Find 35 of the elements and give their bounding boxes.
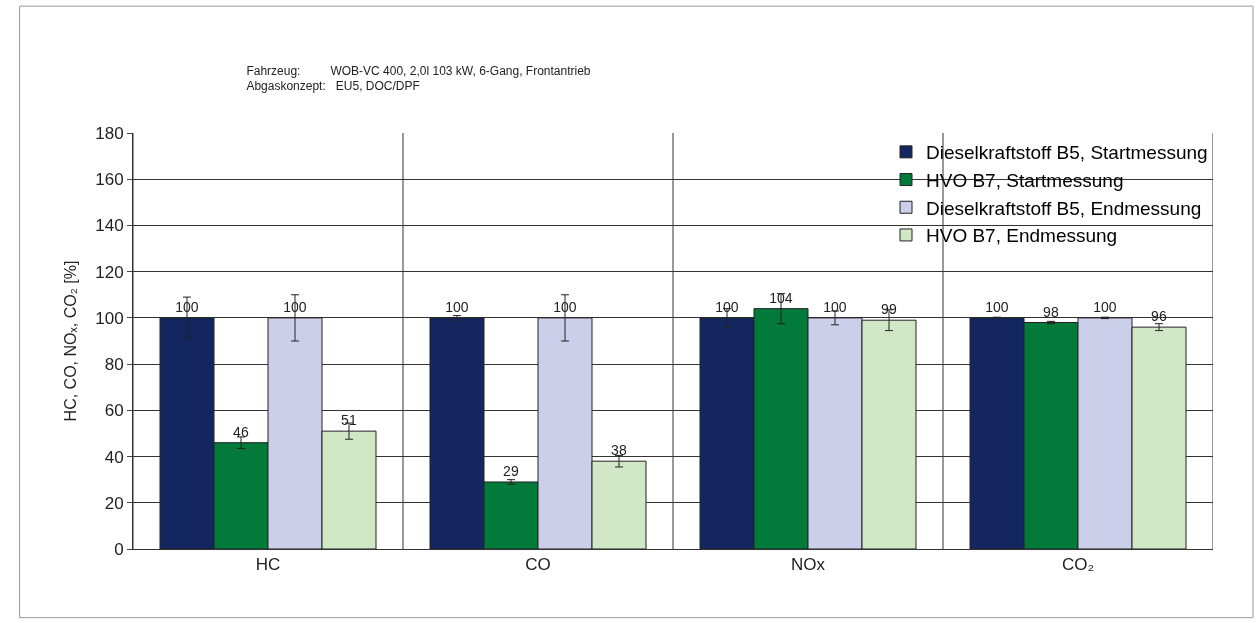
data-label: 100 [985, 298, 1009, 315]
data-label: 100 [175, 298, 199, 315]
data-label: 104 [769, 289, 793, 306]
y-tick-label: 80 [104, 355, 124, 375]
y-axis-title: HC, CO, NOₓ, CO₂ [%] [62, 260, 80, 422]
data-label: 38 [611, 442, 627, 459]
data-label: 100 [715, 298, 739, 315]
y-tick-label: 100 [95, 308, 124, 328]
chart-title: Fahrzeug: WOB-VC 400, 2,0l 103 kW, 6-Gang, Frontantrieb [246, 63, 591, 78]
x-tick-label: CO₂ [1061, 555, 1095, 575]
legend-label: Dieselkraftstoff B5, Startmessung [926, 142, 1208, 164]
data-label: 100 [445, 298, 469, 315]
data-label: 46 [233, 423, 249, 440]
legend-label: Dieselkraftstoff B5, Endmessung [926, 197, 1202, 219]
legend-label: HVO B7, Endmessung [926, 225, 1118, 247]
data-label: 100 [823, 298, 847, 315]
x-tick-label: HC [255, 555, 281, 575]
y-tick-label: 160 [95, 170, 124, 190]
y-tick-label: 140 [95, 216, 124, 236]
y-tick-label: 180 [95, 123, 124, 143]
data-label: 100 [1093, 298, 1117, 315]
chart-subtitle: Abgaskonzept: EU5, DOC/DPF [246, 79, 420, 94]
data-label: 99 [881, 301, 897, 318]
data-label: 100 [553, 298, 577, 315]
data-label: 29 [503, 462, 519, 479]
x-tick-label: CO [525, 555, 551, 575]
y-tick-label: 20 [104, 493, 124, 513]
y-tick-label: 120 [95, 262, 124, 282]
x-tick-label: NOx [791, 555, 826, 575]
y-tick-label: 60 [104, 401, 124, 421]
data-label: 100 [283, 298, 307, 315]
y-tick-label: 0 [114, 539, 124, 559]
data-label: 98 [1043, 303, 1059, 320]
y-tick-label: 40 [104, 447, 124, 467]
data-label: 51 [341, 412, 357, 429]
